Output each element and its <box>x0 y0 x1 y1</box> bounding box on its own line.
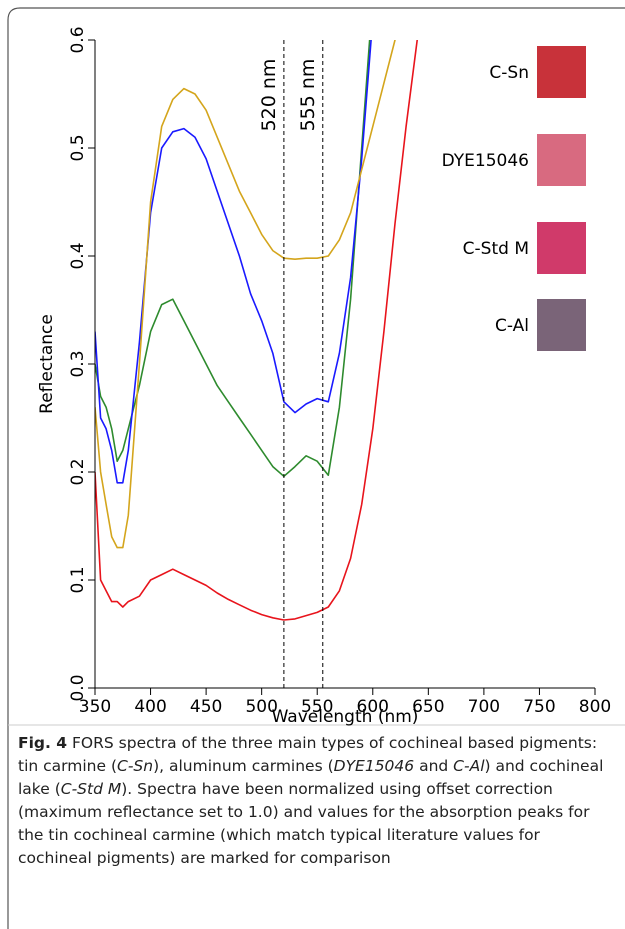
x-axis-label: Wavelength (nm) <box>272 707 419 727</box>
reference-label: 520 nm <box>258 59 280 132</box>
legend-swatch <box>537 46 586 98</box>
legend-label: C-Std M <box>463 239 529 259</box>
series-line <box>95 40 371 478</box>
y-tick-label: 0.1 <box>68 566 88 593</box>
x-tick-label: 700 <box>468 697 500 717</box>
x-tick-label: 650 <box>412 697 444 717</box>
legend-label: C-Sn <box>489 63 529 83</box>
caption-text: C-Al <box>453 757 485 775</box>
legend-swatch <box>537 134 586 186</box>
caption-text: FORS spectra of the three main types of … <box>18 734 598 775</box>
x-tick-label: 550 <box>301 697 333 717</box>
y-tick-label: 0.2 <box>68 458 88 485</box>
caption-text: ), aluminum carmines ( <box>153 757 334 775</box>
y-tick-label: 0.0 <box>68 674 88 701</box>
legend-swatch <box>537 299 586 351</box>
x-tick-label: 450 <box>190 697 222 717</box>
caption-text: and <box>414 757 454 775</box>
x-tick-label: 350 <box>79 697 111 717</box>
y-tick-label: 0.5 <box>68 134 88 161</box>
legend-label: DYE15046 <box>442 151 529 171</box>
caption-text: ) and cochineal lake ( <box>18 757 604 798</box>
x-tick-label: 400 <box>134 697 166 717</box>
y-tick-label: 0.4 <box>68 242 88 269</box>
caption-label: Fig. 4 <box>18 734 68 752</box>
caption: Fig. 4 FORS spectra of the three main ty… <box>18 732 613 870</box>
y-tick-label: 0.6 <box>68 26 88 53</box>
caption-text: DYE15046 <box>333 757 415 775</box>
frame <box>7 7 625 929</box>
x-tick-label: 800 <box>579 697 611 717</box>
caption-text: C-Sn <box>117 757 154 775</box>
caption-text: ). Spectra have been normalized using of… <box>18 780 590 867</box>
y-axis-label: Reflectance <box>37 314 57 414</box>
y-tick-label: 0.3 <box>68 350 88 377</box>
series-line <box>95 40 396 549</box>
x-tick-label: 750 <box>523 697 555 717</box>
reference-label: 555 nm <box>297 59 319 132</box>
series-line <box>95 40 419 621</box>
legend-swatch <box>537 222 586 274</box>
plot-area <box>95 40 419 621</box>
series-line <box>95 40 372 484</box>
legend-label: C-Al <box>495 316 529 336</box>
caption-text: C-Std M <box>60 780 122 798</box>
x-tick-label: 600 <box>357 697 389 717</box>
x-tick-label: 500 <box>245 697 277 717</box>
